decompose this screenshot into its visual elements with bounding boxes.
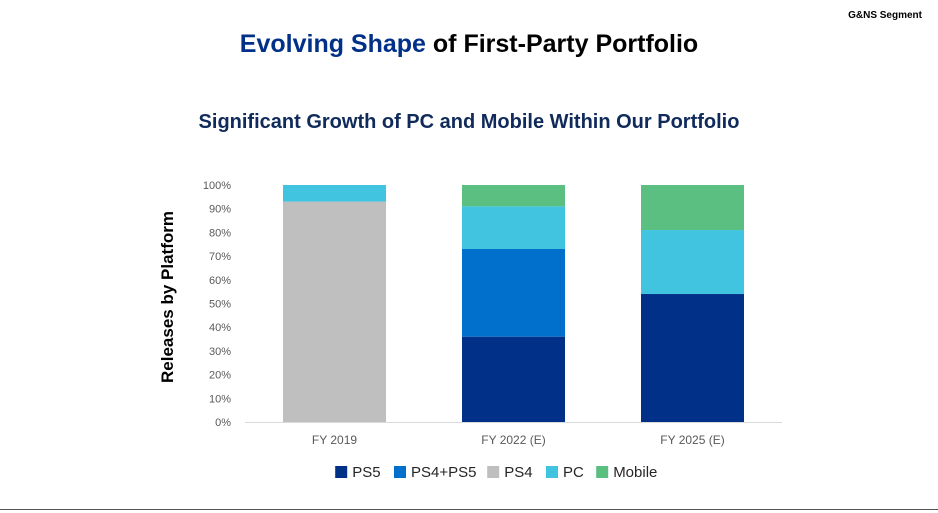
title-accent: Evolving Shape — [239, 30, 426, 58]
y-tick-label: 0% — [215, 417, 231, 429]
y-tick-label: 100% — [203, 180, 231, 192]
page-title: Evolving Shape of First-Party Portfolio — [0, 30, 938, 59]
y-tick-label: 40% — [209, 322, 231, 334]
title-rest: of First-Party Portfolio — [425, 30, 699, 58]
legend-swatch — [487, 466, 500, 478]
bar-segment — [641, 185, 744, 231]
y-tick-label: 80% — [209, 227, 231, 239]
x-tick-label: FY 2022 (E) — [481, 433, 545, 447]
bar-segment — [462, 185, 565, 207]
y-tick-label: 20% — [209, 370, 231, 382]
y-tick-label: 10% — [209, 393, 231, 405]
x-tick-label: FY 2025 (E) — [660, 433, 724, 447]
y-tick-label: 70% — [209, 251, 231, 263]
legend-label: PC — [563, 464, 584, 481]
x-tick-label: FY 2019 — [312, 433, 357, 447]
bar-segment — [641, 294, 744, 422]
y-tick-label: 60% — [209, 275, 231, 287]
bar-segment — [462, 336, 565, 422]
bottom-rule — [0, 509, 938, 510]
legend-swatch — [335, 466, 348, 478]
y-tick-label: 30% — [209, 346, 231, 358]
bar-segment — [641, 230, 744, 295]
legend-swatch — [546, 466, 558, 478]
legend-label: PS4+PS5 — [411, 464, 476, 481]
legend-label: Mobile — [613, 464, 657, 481]
bar-segment — [283, 185, 386, 202]
legend-swatch — [394, 466, 406, 478]
bar-segment — [462, 206, 565, 249]
legend-label: PS5 — [352, 464, 380, 481]
legend-swatch — [596, 466, 609, 478]
y-tick-label: 50% — [209, 299, 231, 311]
bar-segment — [462, 248, 565, 337]
bar-segment — [283, 201, 386, 422]
segment-tag: G&NS Segment — [848, 10, 922, 21]
y-tick-label: 90% — [209, 204, 231, 216]
legend-label: PS4 — [504, 464, 532, 481]
chart-subtitle: Significant Growth of PC and Mobile With… — [198, 111, 740, 133]
y-axis-label: Releases by Platform — [158, 211, 177, 383]
